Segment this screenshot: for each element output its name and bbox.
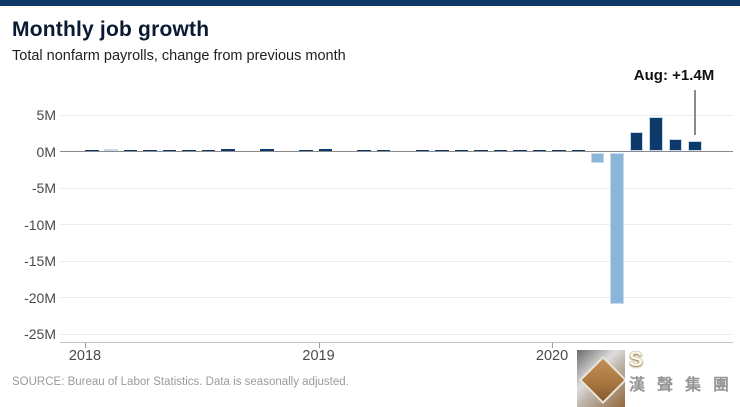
bar bbox=[454, 149, 469, 152]
bar bbox=[162, 149, 177, 152]
bar bbox=[318, 149, 333, 152]
x-axis-tick bbox=[318, 343, 320, 348]
zero-baseline bbox=[60, 151, 733, 152]
watermark-letter: S bbox=[629, 348, 644, 371]
chart-title: Monthly job growth bbox=[12, 18, 210, 41]
gridline bbox=[60, 333, 733, 335]
y-axis-label: -20M bbox=[24, 289, 56, 306]
bar bbox=[221, 149, 235, 152]
gridline bbox=[60, 114, 733, 116]
chart-subtitle: Total nonfarm payrolls, change from prev… bbox=[12, 48, 346, 64]
bar bbox=[493, 150, 508, 152]
bar bbox=[571, 149, 585, 152]
x-axis-label: 2018 bbox=[68, 348, 102, 364]
top-accent-bar bbox=[0, 0, 740, 6]
bar bbox=[629, 131, 644, 152]
bar bbox=[376, 149, 391, 152]
bar bbox=[260, 149, 274, 152]
x-axis-tick bbox=[552, 343, 554, 348]
bar bbox=[532, 150, 547, 152]
x-axis-tick bbox=[85, 343, 86, 348]
annotation-label: Aug: +1.4M bbox=[633, 67, 715, 84]
bar bbox=[299, 149, 313, 152]
y-axis-label: -15M bbox=[24, 253, 56, 269]
x-axis-label: 2019 bbox=[302, 348, 335, 364]
bar bbox=[513, 149, 527, 152]
bar bbox=[552, 149, 566, 152]
watermark-logo: S 漢聲集團 bbox=[577, 348, 740, 407]
bar bbox=[649, 116, 663, 152]
bar bbox=[201, 150, 216, 152]
bar bbox=[123, 150, 138, 152]
bar bbox=[143, 150, 157, 152]
bar bbox=[474, 149, 488, 152]
y-axis-label: -10M bbox=[24, 216, 56, 233]
bar bbox=[610, 152, 624, 305]
bar bbox=[182, 149, 196, 152]
x-axis-label: 2020 bbox=[535, 348, 569, 364]
y-axis-label: -25M bbox=[24, 326, 56, 342]
bar bbox=[85, 150, 99, 152]
x-axis-line bbox=[60, 342, 733, 343]
bar bbox=[435, 150, 449, 152]
gridline bbox=[60, 224, 733, 225]
y-axis-label: -5M bbox=[31, 180, 56, 196]
bar bbox=[415, 150, 430, 152]
source-note: SOURCE: Bureau of Labor Statistics. Data… bbox=[12, 376, 349, 388]
watermark-cjk-text: 漢聲集團 bbox=[629, 375, 740, 394]
y-axis-label: 5M bbox=[36, 107, 56, 123]
gridline bbox=[60, 187, 733, 189]
annotation-pointer-line bbox=[694, 90, 696, 135]
bar bbox=[357, 150, 371, 152]
gridline bbox=[60, 297, 733, 298]
bar bbox=[590, 152, 605, 163]
y-axis-label: 0M bbox=[36, 143, 56, 160]
gridline bbox=[60, 260, 733, 262]
bar bbox=[668, 138, 683, 152]
bar bbox=[688, 141, 702, 152]
watermark-diamond-icon bbox=[577, 350, 625, 407]
